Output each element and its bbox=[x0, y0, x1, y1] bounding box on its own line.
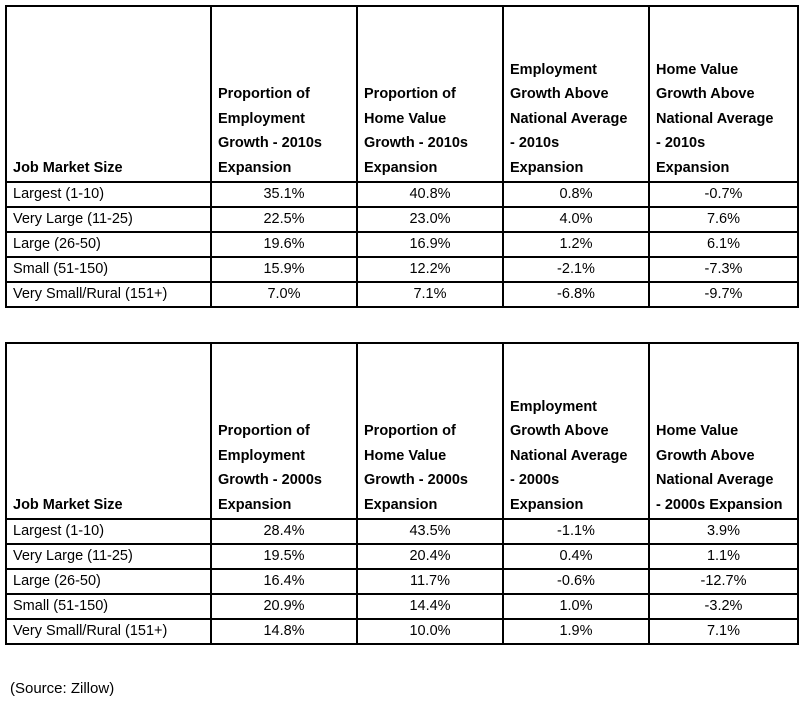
cell-employment-share: 35.1% bbox=[210, 181, 358, 208]
table-row: Small (51-150) 15.9% 12.2% -2.1% -7.3% bbox=[5, 256, 799, 283]
cell-employment-share: 14.8% bbox=[210, 618, 358, 645]
table-row: Large (26-50) 16.4% 11.7% -0.6% -12.7% bbox=[5, 568, 799, 595]
cell-home-value-share: 7.1% bbox=[356, 281, 504, 308]
cell-home-value-share: 20.4% bbox=[356, 543, 504, 570]
cell-home-value-above-avg: -7.3% bbox=[648, 256, 799, 283]
cell-employment-share: 22.5% bbox=[210, 206, 358, 233]
cell-employment-above-avg: 1.0% bbox=[502, 593, 650, 620]
cell-employment-above-avg: 4.0% bbox=[502, 206, 650, 233]
cell-home-value-above-avg: 6.1% bbox=[648, 231, 799, 258]
cell-home-value-above-avg: -3.2% bbox=[648, 593, 799, 620]
header-row: Job Market Size Proportion of Employment Gr… bbox=[5, 342, 799, 520]
cell-home-value-share: 16.9% bbox=[356, 231, 504, 258]
cell-employment-share: 20.9% bbox=[210, 593, 358, 620]
column-header-employment-share: Proportion of Employment Growth - 2010s Exp… bbox=[210, 5, 358, 183]
row-label: Very Large (11-25) bbox=[5, 206, 212, 233]
cell-home-value-above-avg: -9.7% bbox=[648, 281, 799, 308]
cell-home-value-above-avg: 1.1% bbox=[648, 543, 799, 570]
cell-employment-above-avg: 0.8% bbox=[502, 181, 650, 208]
expansion-2000s-table: Job Market Size Proportion of Employment Gr… bbox=[5, 342, 799, 645]
row-label: Large (26-50) bbox=[5, 231, 212, 258]
cell-home-value-share: 12.2% bbox=[356, 256, 504, 283]
cell-employment-above-avg: 1.9% bbox=[502, 618, 650, 645]
row-label: Largest (1-10) bbox=[5, 181, 212, 208]
table-row: Large (26-50) 19.6% 16.9% 1.2% 6.1% bbox=[5, 231, 799, 258]
cell-home-value-share: 11.7% bbox=[356, 568, 504, 595]
cell-home-value-above-avg: 7.1% bbox=[648, 618, 799, 645]
cell-employment-above-avg: 1.2% bbox=[502, 231, 650, 258]
source-note: (Source: Zillow) bbox=[10, 680, 115, 697]
row-label: Small (51-150) bbox=[5, 256, 212, 283]
header-row: Job Market Size Proportion of Employment Gr… bbox=[5, 5, 799, 183]
cell-home-value-share: 40.8% bbox=[356, 181, 504, 208]
table-row: Very Small/Rural (151+) 7.0% 7.1% -6.8% -9.7… bbox=[5, 281, 799, 308]
column-header-employment-share: Proportion of Employment Growth - 2000s Exp… bbox=[210, 342, 358, 520]
row-label: Large (26-50) bbox=[5, 568, 212, 595]
table-row: Largest (1-10) 28.4% 43.5% -1.1% 3.9% bbox=[5, 518, 799, 545]
cell-employment-share: 28.4% bbox=[210, 518, 358, 545]
cell-home-value-share: 43.5% bbox=[356, 518, 504, 545]
column-header-home-value-above-avg: Home Value Growth Above National Average - … bbox=[648, 342, 799, 520]
cell-employment-share: 7.0% bbox=[210, 281, 358, 308]
cell-home-value-share: 23.0% bbox=[356, 206, 504, 233]
column-header-home-value-above-avg: Home Value Growth Above National Average - … bbox=[648, 5, 799, 183]
expansion-2010s-table: Job Market Size Proportion of Employment Gr… bbox=[5, 5, 799, 308]
table-row: Largest (1-10) 35.1% 40.8% 0.8% -0.7% bbox=[5, 181, 799, 208]
cell-employment-above-avg: -6.8% bbox=[502, 281, 650, 308]
row-label: Very Small/Rural (151+) bbox=[5, 281, 212, 308]
cell-employment-above-avg: -2.1% bbox=[502, 256, 650, 283]
cell-home-value-above-avg: -0.7% bbox=[648, 181, 799, 208]
cell-home-value-share: 14.4% bbox=[356, 593, 504, 620]
row-label: Very Small/Rural (151+) bbox=[5, 618, 212, 645]
column-header-employment-above-avg: Employment Growth Above National Average - … bbox=[502, 5, 650, 183]
column-header-job-market-size: Job Market Size bbox=[5, 5, 212, 183]
cell-employment-above-avg: 0.4% bbox=[502, 543, 650, 570]
cell-employment-share: 19.5% bbox=[210, 543, 358, 570]
cell-home-value-share: 10.0% bbox=[356, 618, 504, 645]
column-header-home-value-share: Proportion of Home Value Growth - 2000s Exp… bbox=[356, 342, 504, 520]
table-row: Small (51-150) 20.9% 14.4% 1.0% -3.2% bbox=[5, 593, 799, 620]
column-header-job-market-size: Job Market Size bbox=[5, 342, 212, 520]
row-label: Largest (1-10) bbox=[5, 518, 212, 545]
cell-employment-share: 15.9% bbox=[210, 256, 358, 283]
cell-home-value-above-avg: 7.6% bbox=[648, 206, 799, 233]
cell-employment-above-avg: -1.1% bbox=[502, 518, 650, 545]
table-row: Very Large (11-25) 22.5% 23.0% 4.0% 7.6% bbox=[5, 206, 799, 233]
column-header-home-value-share: Proportion of Home Value Growth - 2010s Exp… bbox=[356, 5, 504, 183]
cell-home-value-above-avg: -12.7% bbox=[648, 568, 799, 595]
row-label: Small (51-150) bbox=[5, 593, 212, 620]
column-header-employment-above-avg: Employment Growth Above National Average - … bbox=[502, 342, 650, 520]
cell-home-value-above-avg: 3.9% bbox=[648, 518, 799, 545]
cell-employment-above-avg: -0.6% bbox=[502, 568, 650, 595]
cell-employment-share: 19.6% bbox=[210, 231, 358, 258]
table-row: Very Small/Rural (151+) 14.8% 10.0% 1.9% 7.1… bbox=[5, 618, 799, 645]
row-label: Very Large (11-25) bbox=[5, 543, 212, 570]
table-row: Very Large (11-25) 19.5% 20.4% 0.4% 1.1% bbox=[5, 543, 799, 570]
cell-employment-share: 16.4% bbox=[210, 568, 358, 595]
